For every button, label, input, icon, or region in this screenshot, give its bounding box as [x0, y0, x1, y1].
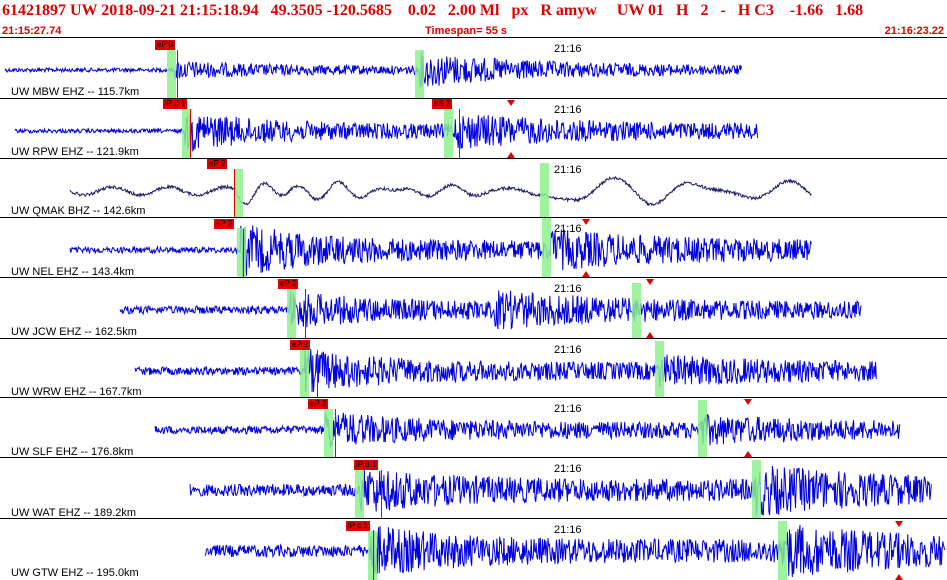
amplitude-marker-top — [895, 521, 903, 527]
station-label: UW NEL EHZ -- 143.4km — [11, 266, 135, 278]
p-window — [287, 289, 296, 338]
p-pick-line — [243, 229, 244, 277]
amplitude-marker-top — [646, 279, 654, 285]
waveform-trace — [119, 290, 862, 330]
s-window — [655, 341, 664, 397]
p-pick-line — [190, 109, 191, 158]
p-pick-flag[interactable]: eP 2 — [308, 399, 329, 409]
waveform-trace — [134, 349, 877, 393]
s-window — [415, 50, 424, 98]
waveform-trace — [69, 225, 812, 277]
s-window — [632, 283, 641, 338]
minute-tick-label: 21:16 — [554, 164, 582, 176]
amplitude-marker-top — [582, 219, 590, 225]
event-header: 61421897 UW 2018-09-21 21:15:18.94 49.35… — [0, 0, 947, 38]
p-pick-flag[interactable]: eP 2 — [278, 279, 299, 289]
timespan-label: Timespan= 55 s — [425, 25, 508, 37]
waveform-path — [4, 52, 742, 88]
seismogram-panels: eP 3 21:16 UW MBW EHZ -- 115.7km iP d 1 … — [0, 38, 947, 580]
station-label: UW QMAK BHZ -- 142.6km — [11, 205, 146, 217]
s-pick-line — [459, 109, 460, 158]
trace-panel-qmak[interactable]: eP 2 21:16 UW QMAK BHZ -- 142.6km — [0, 159, 947, 218]
waveform-trace — [4, 52, 742, 88]
amplitude-marker-bottom — [895, 574, 903, 580]
minute-tick-label: 21:16 — [554, 223, 582, 235]
minute-tick-label: 21:16 — [554, 43, 582, 55]
waveform-path — [189, 465, 932, 517]
trace-panel-wat[interactable]: iP d 1 21:16 UW WAT EHZ -- 189.2km — [0, 458, 947, 519]
p-pick-line — [234, 169, 235, 217]
p-window — [324, 409, 333, 457]
station-label: UW MBW EHZ -- 115.7km — [11, 86, 140, 98]
s-window — [698, 400, 707, 457]
p-window — [368, 531, 377, 580]
p-pick-line — [317, 350, 318, 397]
p-window — [234, 169, 243, 217]
p-pick-line — [335, 409, 336, 457]
waveform-trace — [189, 465, 932, 517]
p-pick-flag[interactable]: eP 3 — [155, 40, 176, 50]
p-pick-flag[interactable]: eP 2 — [207, 159, 228, 169]
station-label: UW WRW EHZ -- 167.7km — [11, 386, 142, 398]
p-window — [355, 470, 364, 518]
amplitude-marker-top — [507, 100, 515, 106]
minute-tick-label: 21:16 — [554, 344, 582, 356]
p-window — [182, 109, 191, 158]
event-summary-line: 61421897 UW 2018-09-21 21:15:18.94 49.35… — [2, 2, 864, 19]
station-label: UW SLF EHZ -- 176.8km — [11, 446, 134, 458]
p-pick-flag[interactable]: iP c 1 — [346, 521, 370, 531]
trace-panel-wrw[interactable]: eP 2 21:16 UW WRW EHZ -- 167.7km — [0, 339, 947, 398]
trace-panel-slf[interactable]: eP 2 21:16 UW SLF EHZ -- 176.8km — [0, 398, 947, 458]
minute-tick-label: 21:16 — [554, 403, 582, 415]
waveform-trace — [14, 114, 759, 153]
amplitude-marker-bottom — [507, 152, 515, 158]
amplitude-marker-bottom — [646, 332, 654, 338]
amplitude-marker-bottom — [744, 451, 752, 457]
trace-panel-rpw[interactable]: iP d 1 eS 2 21:16 UW RPW EHZ -- 121.9km — [0, 99, 947, 159]
waveform-trace — [69, 175, 812, 207]
minute-tick-label: 21:16 — [554, 104, 582, 116]
trace-panel-gtw[interactable]: iP c 1 21:16 UW GTW EHZ -- 195.0km — [0, 519, 947, 580]
start-time: 21:15:27.74 — [2, 25, 62, 37]
p-pick-line — [305, 289, 306, 338]
minute-tick-label: 21:16 — [554, 524, 582, 536]
amplitude-marker-bottom — [582, 271, 590, 277]
waveform-path — [134, 349, 877, 393]
p-pick-flag[interactable]: iP d 1 — [354, 460, 379, 470]
p-window — [300, 350, 309, 397]
waveform-path — [14, 114, 759, 153]
waveform-path — [154, 412, 901, 448]
s-pick-flag[interactable]: eS 2 — [432, 99, 453, 109]
minute-tick-label: 21:16 — [554, 283, 582, 295]
waveform-path — [119, 290, 862, 330]
p-pick-flag[interactable]: eP 2 — [290, 340, 311, 350]
s-window — [444, 109, 453, 158]
s-window — [540, 163, 549, 217]
station-label: UW RPW EHZ -- 121.9km — [11, 146, 139, 158]
station-label: UW JCW EHZ -- 162.5km — [11, 326, 137, 338]
amplitude-marker-top — [744, 399, 752, 405]
p-pick-flag[interactable]: iP d 1 — [163, 99, 188, 109]
p-window — [237, 228, 246, 277]
s-window — [778, 521, 787, 580]
end-time: 21:16:23.22 — [884, 25, 944, 37]
waveform-trace — [154, 412, 901, 448]
p-pick-line — [381, 470, 382, 518]
s-window — [752, 460, 761, 518]
minute-tick-label: 21:16 — [554, 463, 582, 475]
p-pick-flag[interactable]: eP 2 — [214, 219, 235, 229]
p-pick-line — [373, 531, 374, 580]
waveform-trace — [204, 524, 946, 578]
trace-panel-mbw[interactable]: eP 3 21:16 UW MBW EHZ -- 115.7km — [0, 38, 947, 99]
trace-panel-nel[interactable]: eP 2 21:16 UW NEL EHZ -- 143.4km — [0, 218, 947, 278]
p-window — [167, 50, 176, 98]
s-window — [542, 218, 551, 277]
waveform-path — [69, 175, 812, 207]
waveform-path — [69, 225, 812, 277]
station-label: UW GTW EHZ -- 195.0km — [11, 567, 139, 579]
waveform-path — [204, 524, 946, 578]
station-label: UW WAT EHZ -- 189.2km — [11, 507, 137, 519]
p-pick-line — [177, 50, 178, 98]
trace-panel-jcw[interactable]: eP 2 21:16 UW JCW EHZ -- 162.5km — [0, 278, 947, 339]
